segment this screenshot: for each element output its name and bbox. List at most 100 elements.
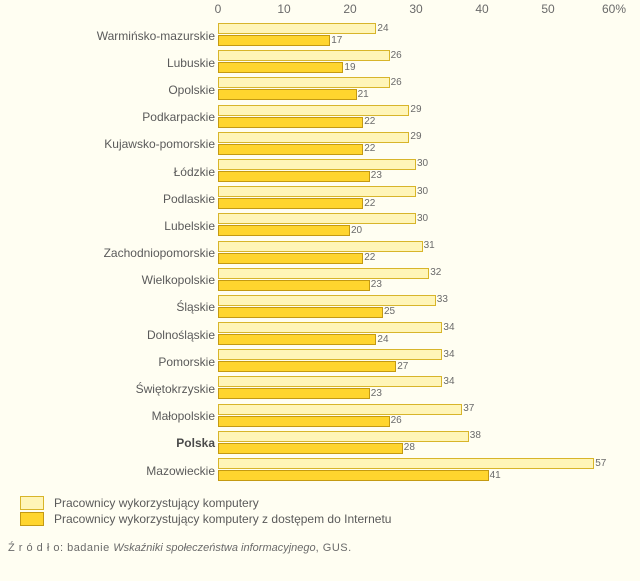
- chart-row: Dolnośląskie3424: [0, 321, 640, 348]
- category-label: Lubelskie: [164, 219, 215, 233]
- x-tick-label: 20: [343, 2, 356, 16]
- chart-row: Podlaskie3022: [0, 185, 640, 212]
- value-label: 22: [362, 199, 375, 209]
- bar-s2: 41: [218, 470, 489, 481]
- value-label: 34: [441, 323, 454, 333]
- chart-row: Polska3828: [0, 430, 640, 457]
- bar-s1: 26: [218, 50, 390, 61]
- bar-s1: 29: [218, 105, 409, 116]
- category-label: Mazowieckie: [146, 464, 215, 478]
- bar-s2: 28: [218, 443, 403, 454]
- value-label: 23: [369, 389, 382, 399]
- value-label: 17: [329, 36, 342, 46]
- chart: 0102030405060% Warmińsko-mazurskie2417Lu…: [0, 0, 640, 581]
- bar-s2: 23: [218, 388, 370, 399]
- category-label: Zachodniopomorskie: [104, 246, 215, 260]
- bar-s2: 27: [218, 361, 396, 372]
- value-label: 23: [369, 171, 382, 181]
- value-label: 26: [389, 51, 402, 61]
- chart-row: Opolskie26 21: [0, 76, 640, 103]
- value-label: 30: [415, 159, 428, 169]
- value-label: 34: [441, 350, 454, 360]
- chart-row: Łódzkie3023: [0, 158, 640, 185]
- chart-row: Małopolskie 37 26: [0, 403, 640, 430]
- value-label: 28: [402, 443, 415, 453]
- bar-s1: 30: [218, 186, 416, 197]
- value-label: 33: [435, 295, 448, 305]
- value-label: 31: [422, 241, 435, 251]
- bar-s2: 23: [218, 171, 370, 182]
- bar-s2: 22: [218, 198, 363, 209]
- legend-item: Pracownicy wykorzystujący komputery z do…: [20, 512, 391, 526]
- bar-s2: 20: [218, 225, 350, 236]
- category-label: Pomorskie: [158, 355, 215, 369]
- value-label: 29: [408, 105, 421, 115]
- legend-item: Pracownicy wykorzystujący komputery: [20, 496, 391, 510]
- x-tick-label: 40: [475, 2, 488, 16]
- bar-s2: 17: [218, 35, 330, 46]
- x-tick-label: 50: [541, 2, 554, 16]
- bar-s1: 32: [218, 268, 429, 279]
- value-label: 20: [349, 226, 362, 236]
- bar-s2: 24: [218, 334, 376, 345]
- value-label: 19: [342, 63, 355, 73]
- category-label: Lubuskie: [167, 56, 215, 70]
- value-label: 22: [362, 117, 375, 127]
- value-label: 37: [461, 404, 474, 414]
- chart-row: Zachodniopomorskie 31 22: [0, 240, 640, 267]
- bar-s1: 57: [218, 458, 594, 469]
- bar-s2: 22: [218, 144, 363, 155]
- bar-s1: 30: [218, 159, 416, 170]
- bar-s1: 34: [218, 376, 442, 387]
- category-label: Opolskie: [168, 83, 215, 97]
- chart-row: Śląskie3325: [0, 294, 640, 321]
- category-label: Wielkopolskie: [142, 273, 215, 287]
- value-label: 22: [362, 253, 375, 263]
- value-label: 30: [415, 214, 428, 224]
- category-label: Małopolskie: [152, 409, 215, 423]
- legend-swatch: [20, 496, 44, 510]
- source-suffix: , GUS.: [316, 542, 352, 554]
- value-label: 29: [408, 132, 421, 142]
- bar-s1: 29: [218, 132, 409, 143]
- value-label: 57: [593, 459, 606, 469]
- legend-text: Pracownicy wykorzystujący komputery z do…: [54, 512, 391, 526]
- bar-s1: 38: [218, 431, 469, 442]
- value-label: 23: [369, 280, 382, 290]
- legend: Pracownicy wykorzystujący komputery Praco…: [20, 494, 391, 528]
- bar-s2: 23: [218, 280, 370, 291]
- x-tick-label: 0: [215, 2, 222, 16]
- value-label: 27: [395, 362, 408, 372]
- category-label: Świętokrzyskie: [136, 382, 215, 396]
- value-label: 41: [488, 471, 501, 481]
- bar-s1: 24: [218, 23, 376, 34]
- x-axis: 0 10 20 30 40 50 60%: [0, 0, 640, 22]
- source-note: Ź r ó d ł o: badanie Wskaźniki społeczeń…: [8, 542, 352, 554]
- chart-row: Kujawsko-pomorskie2922: [0, 131, 640, 158]
- x-tick-label: 60%: [602, 2, 626, 16]
- bar-s2: 26: [218, 416, 390, 427]
- value-label: 21: [356, 90, 369, 100]
- bar-s1: 34: [218, 349, 442, 360]
- category-label: Dolnośląskie: [147, 328, 215, 342]
- bar-s1: 26: [218, 77, 390, 88]
- chart-row: Podkarpackie2922: [0, 104, 640, 131]
- category-label: Łódzkie: [174, 165, 215, 179]
- x-tick-label: 30: [409, 2, 422, 16]
- legend-text: Pracownicy wykorzystujący komputery: [54, 496, 259, 510]
- bar-s1: 34: [218, 322, 442, 333]
- value-label: 25: [382, 307, 395, 317]
- value-label: 38: [468, 431, 481, 441]
- chart-row: Wielkopolskie3223: [0, 267, 640, 294]
- source-prefix: Ź r ó d ł o: badanie: [8, 542, 113, 554]
- chart-row: Świętokrzyskie3423: [0, 375, 640, 402]
- legend-swatch: [20, 512, 44, 526]
- category-label: Kujawsko-pomorskie: [104, 137, 215, 151]
- bar-s2: 22: [218, 117, 363, 128]
- value-label: 32: [428, 268, 441, 278]
- value-label: 34: [441, 377, 454, 387]
- chart-row: Mazowieckie5741: [0, 457, 640, 484]
- x-tick-label: 10: [277, 2, 290, 16]
- bar-s2: 22: [218, 253, 363, 264]
- bar-s2: 19: [218, 62, 343, 73]
